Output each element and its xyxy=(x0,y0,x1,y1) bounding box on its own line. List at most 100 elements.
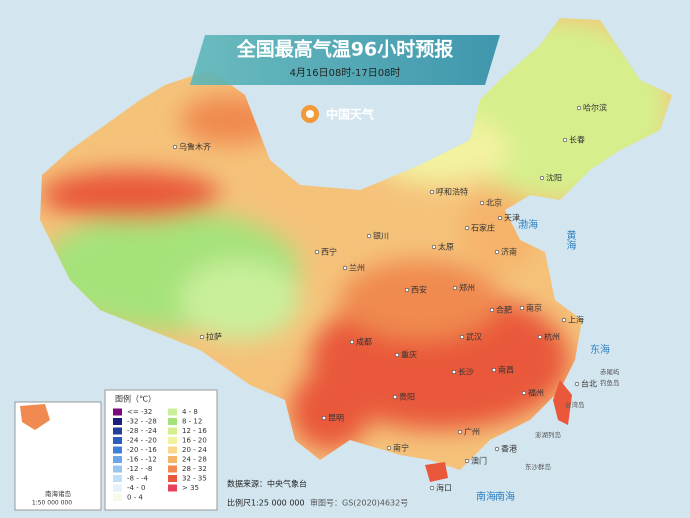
city-label: 海口 xyxy=(436,483,452,493)
legend-swatch xyxy=(113,446,122,454)
city-label: 北京 xyxy=(486,198,502,208)
legend-swatch xyxy=(168,484,177,492)
city-dot xyxy=(366,233,372,239)
legend-swatch xyxy=(168,427,177,435)
legend xyxy=(104,389,218,511)
city-dot xyxy=(494,249,500,255)
source: 数据来源：中央气象台 xyxy=(227,479,307,489)
city-label: 天津 xyxy=(504,213,520,223)
city-label: 长沙 xyxy=(458,367,474,377)
legend-swatch xyxy=(168,456,177,463)
city-label: 兰州 xyxy=(349,263,365,273)
legend-swatch xyxy=(168,437,177,444)
brand: 中国天气 xyxy=(326,107,374,122)
city-label: 重庆 xyxy=(401,350,417,360)
legend-label: 8 - 12 xyxy=(182,418,202,426)
city-dot xyxy=(342,265,348,271)
city-dot xyxy=(521,390,527,396)
scale: 比例尺1:25 000 000 xyxy=(227,498,305,508)
city-label: 哈尔滨 xyxy=(583,103,607,113)
city-label: 银川 xyxy=(373,231,389,241)
legend-swatch xyxy=(113,437,122,444)
city-dot xyxy=(562,137,568,143)
city-label: 拉萨 xyxy=(206,332,222,342)
city-label: 南昌 xyxy=(498,365,514,375)
city-label: 南京 xyxy=(526,303,542,313)
legend-label: -16 - -12 xyxy=(127,456,157,464)
city-label: 台北 xyxy=(581,379,597,389)
city-dot xyxy=(431,244,437,250)
legend-swatch xyxy=(168,418,177,425)
city-label: 郑州 xyxy=(459,283,475,293)
legend-label: -24 - -20 xyxy=(127,437,157,445)
city-dot xyxy=(479,200,485,206)
legend-swatch xyxy=(168,465,177,473)
island-label: 台湾岛 xyxy=(565,400,585,409)
city-label: 西宁 xyxy=(321,247,337,257)
city-dot xyxy=(537,334,543,340)
legend-label: 12 - 16 xyxy=(182,427,207,435)
inset-scale: 1:50 000 000 xyxy=(32,500,72,507)
city-label: 西安 xyxy=(411,285,427,295)
approval: 审图号：GS(2020)4632号 xyxy=(310,498,408,508)
city-label: 贵阳 xyxy=(399,392,415,402)
legend-label: -20 - -16 xyxy=(127,446,157,454)
sea-label: 渤海 xyxy=(518,218,538,231)
legend-label: 16 - 20 xyxy=(182,437,207,445)
city-dot xyxy=(392,394,398,400)
city-dot xyxy=(491,367,497,373)
island-label: 澎湖列岛 xyxy=(535,430,561,439)
city-label: 石家庄 xyxy=(471,223,495,233)
sea-label: 南海 xyxy=(495,490,515,503)
sea-label: 南海 xyxy=(476,490,496,503)
legend-swatch xyxy=(113,408,122,416)
city-dot xyxy=(429,485,435,491)
city-dot xyxy=(172,144,178,150)
island-label: 钓鱼岛 xyxy=(600,378,620,387)
city-label: 杭州 xyxy=(544,332,560,342)
city-dot xyxy=(464,225,470,231)
city-dot xyxy=(429,189,435,195)
city-dot xyxy=(539,175,545,181)
city-dot xyxy=(349,339,355,345)
brand-logo-inner xyxy=(306,110,314,118)
city-label: 昆明 xyxy=(328,414,344,423)
legend-swatch xyxy=(168,446,177,454)
city-dot xyxy=(464,458,470,464)
sea-label: 东海 xyxy=(590,343,610,356)
legend-swatch xyxy=(113,484,122,492)
inset-label: 南海诸岛 xyxy=(45,489,71,498)
city-dot xyxy=(561,317,567,323)
legend-label: -32 - -28 xyxy=(127,418,157,426)
legend-label: 28 - 32 xyxy=(182,465,207,473)
city-label: 长春 xyxy=(569,135,585,145)
city-label: 乌鲁木齐 xyxy=(179,142,211,152)
city-label: 合肥 xyxy=(496,305,512,315)
legend-label: 20 - 24 xyxy=(182,446,207,454)
island-label: 东沙群岛 xyxy=(525,462,551,471)
legend-swatch xyxy=(113,418,122,425)
taiwan xyxy=(553,380,572,425)
city-dot xyxy=(386,445,392,451)
city-dot xyxy=(459,334,465,340)
hainan xyxy=(425,462,448,482)
title-banner xyxy=(190,35,500,85)
city-label: 福州 xyxy=(528,389,544,398)
city-label: 呼和浩特 xyxy=(436,187,468,197)
city-label: 香港 xyxy=(501,444,517,454)
city-dot xyxy=(494,446,500,452)
legend-swatch xyxy=(168,475,177,482)
city-dot xyxy=(452,285,458,291)
legend-label: 32 - 35 xyxy=(182,475,207,483)
legend-swatch xyxy=(113,494,122,501)
city-dot xyxy=(451,369,457,375)
city-dot xyxy=(457,429,463,435)
city-dot xyxy=(489,307,495,313)
city-dot xyxy=(394,352,400,358)
subtitle: 4月16日08时-17日08时 xyxy=(290,67,401,79)
city-label: 太原 xyxy=(438,242,454,252)
legend-label: > 35 xyxy=(182,484,199,492)
city-label: 广州 xyxy=(464,427,480,437)
legend-label: 0 - 4 xyxy=(127,494,143,502)
legend-label: -4 - 0 xyxy=(127,484,145,492)
